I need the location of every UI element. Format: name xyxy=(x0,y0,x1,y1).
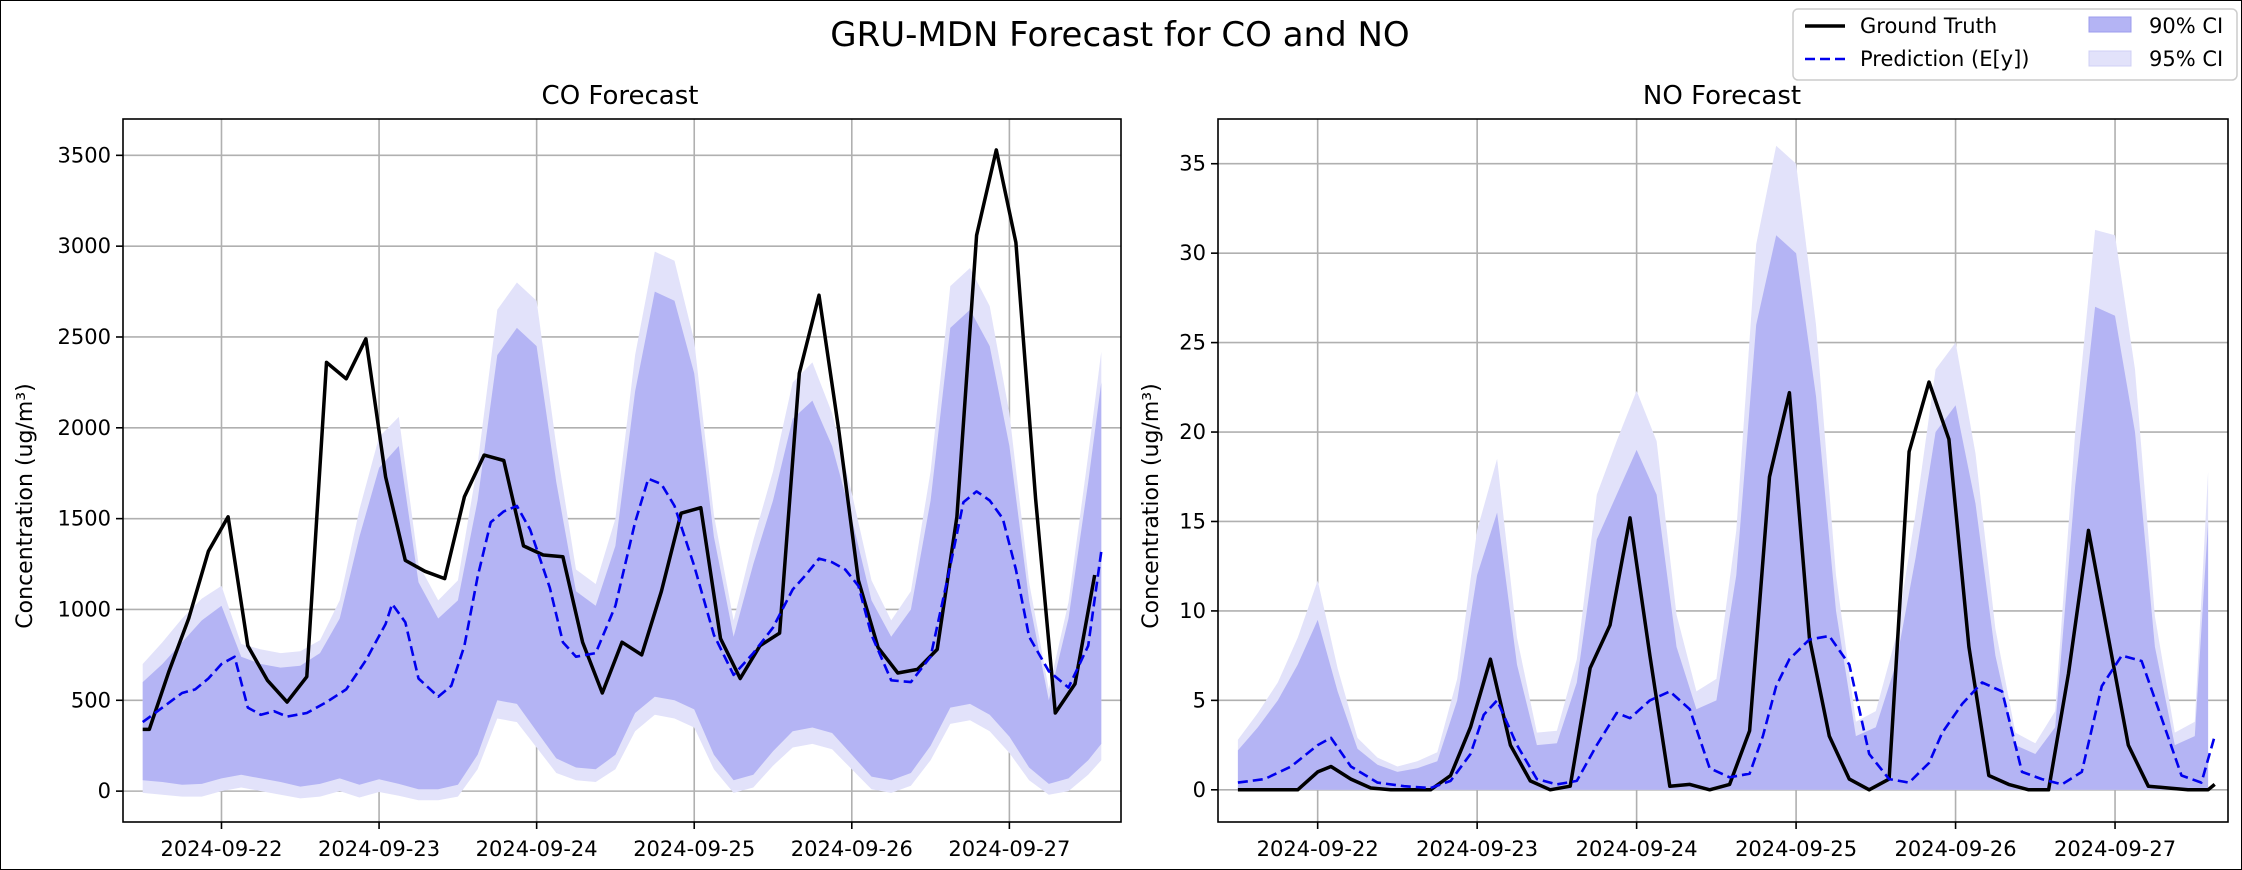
no-x-tick-label: 2024-09-27 xyxy=(2054,837,2176,861)
legend-ci95-swatch xyxy=(2088,50,2132,67)
no-x-tick-label: 2024-09-25 xyxy=(1735,837,1857,861)
no-ci90-band xyxy=(1237,235,2209,790)
legend: Ground Truth Prediction (E[y]) 90% CI 95… xyxy=(1792,8,2238,81)
no-x-tick-label: 2024-09-24 xyxy=(1576,837,1698,861)
no-y-tick-label: 30 xyxy=(1179,241,1206,265)
legend-ci90-swatch xyxy=(2088,16,2132,33)
co-x-tick-label: 2024-09-25 xyxy=(633,837,755,861)
co-x-tick-label: 2024-09-22 xyxy=(160,837,282,861)
co-y-tick-label: 2500 xyxy=(58,325,111,349)
co-y-tick-label: 3000 xyxy=(58,234,111,258)
co-y-axis-label: Concentration (ug/m³) xyxy=(13,383,38,628)
no-y-tick-label: 5 xyxy=(1193,688,1206,712)
co-plot-area: 0 500 1000 1500 2000 2500 3000 3500 2024-09-22 20… xyxy=(58,118,1122,861)
co-y-tick-label: 3500 xyxy=(58,143,111,167)
no-y-tick-label: 15 xyxy=(1179,509,1206,533)
no-x-tick-label: 2024-09-23 xyxy=(1416,837,1538,861)
co-y-tick-label: 2000 xyxy=(58,416,111,440)
co-axes-frame xyxy=(122,118,1122,823)
no-y-tick-label: 10 xyxy=(1179,599,1206,623)
no-y-tick-label: 25 xyxy=(1179,331,1206,355)
co-ground-truth-line xyxy=(142,148,1097,732)
no-x-tick-label: 2024-09-26 xyxy=(1895,837,2017,861)
no-prediction-line xyxy=(1237,634,2216,790)
no-panel: NO Forecast Concentration (ug/m³) 0 5 10 15… xyxy=(1139,81,2229,861)
co-y-tick-label: 500 xyxy=(71,688,111,712)
figure-title: GRU-MDN Forecast for CO and NO xyxy=(830,15,1409,55)
co-panel: CO Forecast Concentration (ug/m³) 0 500 10… xyxy=(13,81,1122,861)
no-y-axis-label: Concentration (ug/m³) xyxy=(1139,383,1164,628)
no-y-tick-label: 0 xyxy=(1193,778,1206,802)
no-plot-area: 0 5 10 15 20 25 30 35 2024-09-22 2024-09-23 2024-0… xyxy=(1179,118,2229,861)
co-panel-title: CO Forecast xyxy=(542,81,699,111)
co-x-tick-label: 2024-09-27 xyxy=(948,837,1070,861)
co-x-tick-label: 2024-09-23 xyxy=(318,837,440,861)
no-y-tick-label: 35 xyxy=(1179,152,1206,176)
co-y-tick-label: 1000 xyxy=(58,597,111,621)
legend-truth-label: Ground Truth xyxy=(1860,14,1997,38)
co-prediction-line xyxy=(141,477,1103,724)
co-x-tick-label: 2024-09-26 xyxy=(791,837,913,861)
no-ground-truth-line xyxy=(1237,380,2216,792)
co-y-tick-label: 0 xyxy=(98,779,111,803)
no-panel-title: NO Forecast xyxy=(1643,81,1801,111)
no-y-tick-label: 20 xyxy=(1179,420,1206,444)
no-axes-frame xyxy=(1217,118,2229,823)
co-x-tick-label: 2024-09-24 xyxy=(476,837,598,861)
legend-ci95-label: 95% CI xyxy=(2149,47,2223,71)
no-x-tick-label: 2024-09-22 xyxy=(1257,837,1379,861)
co-ci90-band xyxy=(142,291,1102,790)
legend-ci90-label: 90% CI xyxy=(2149,14,2223,38)
legend-prediction-label: Prediction (E[y]) xyxy=(1860,47,2029,71)
co-y-tick-label: 1500 xyxy=(58,507,111,531)
